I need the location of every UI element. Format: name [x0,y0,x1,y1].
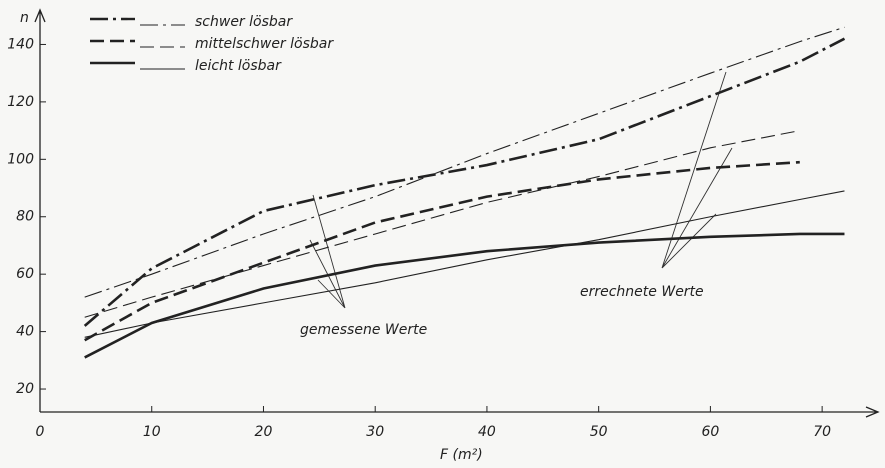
y-tick-label: 120 [7,94,34,110]
x-tick-label: 10 [143,424,161,440]
x-tick-label: 30 [366,424,384,440]
series-line [84,232,845,359]
x-tick-label: 60 [701,424,719,440]
y-tick-label: 40 [16,324,34,340]
series-line [84,26,845,298]
y-tick-label: 60 [16,266,34,282]
annotation: gemessene Werte [300,322,427,338]
y-tick-label: 20 [16,381,34,397]
legend-label: mittelschwer lösbar [195,36,334,52]
y-tick-label: 100 [7,151,34,167]
legend-label: leicht lösbar [195,58,282,74]
axis [34,8,46,412]
y-axis-label: n [20,10,29,26]
series-line [84,160,800,342]
annotation: errechnete Werte [580,284,704,300]
y-tick-label: 140 [7,36,34,52]
series-line [83,37,846,327]
x-axis-label: F (m²) [440,447,483,463]
x-tick-label: 40 [478,424,496,440]
series-line [84,190,845,338]
y-tick-label: 80 [16,209,34,225]
x-tick-label: 20 [255,424,273,440]
x-tick-label: 50 [590,424,608,440]
legend-label: schwer lösbar [195,14,293,30]
series-line [84,130,800,318]
axis [40,406,880,418]
x-tick-label: 0 [36,424,45,440]
x-tick-label: 70 [813,424,831,440]
